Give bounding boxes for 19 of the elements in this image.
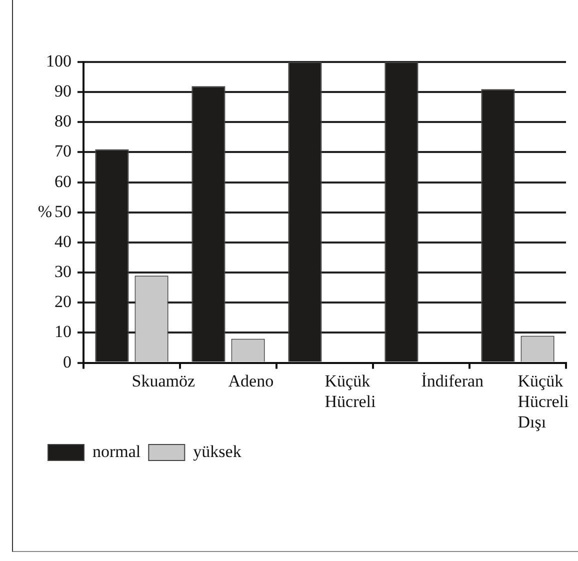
y-tick-label: 40: [54, 232, 72, 251]
y-tick-label: 100: [46, 51, 72, 70]
y-tick-label: 20: [54, 292, 72, 312]
legend-label: normal: [92, 442, 141, 461]
y-tick-label: 10: [54, 322, 72, 342]
x-tick-label: Adeno: [228, 371, 274, 390]
y-tick-label: 30: [54, 262, 72, 282]
y-tick-label: 60: [54, 172, 72, 191]
x-tick-label: Küçük Hücreli Dışı: [518, 371, 569, 432]
x-tick-label: Küçük Hücreli: [324, 371, 376, 411]
y-tick-label: 80: [54, 112, 72, 131]
y-tick-label: 90: [54, 82, 72, 101]
y-tick-label: 50: [54, 202, 72, 221]
x-tick-label: Skuamöz: [132, 371, 196, 390]
y-axis-title: %: [38, 202, 52, 221]
y-tick-label: 70: [54, 142, 72, 161]
y-tick-label: 0: [63, 352, 72, 372]
x-tick-label: İndiferan: [421, 371, 484, 390]
legend-label: yüksek: [193, 442, 242, 461]
